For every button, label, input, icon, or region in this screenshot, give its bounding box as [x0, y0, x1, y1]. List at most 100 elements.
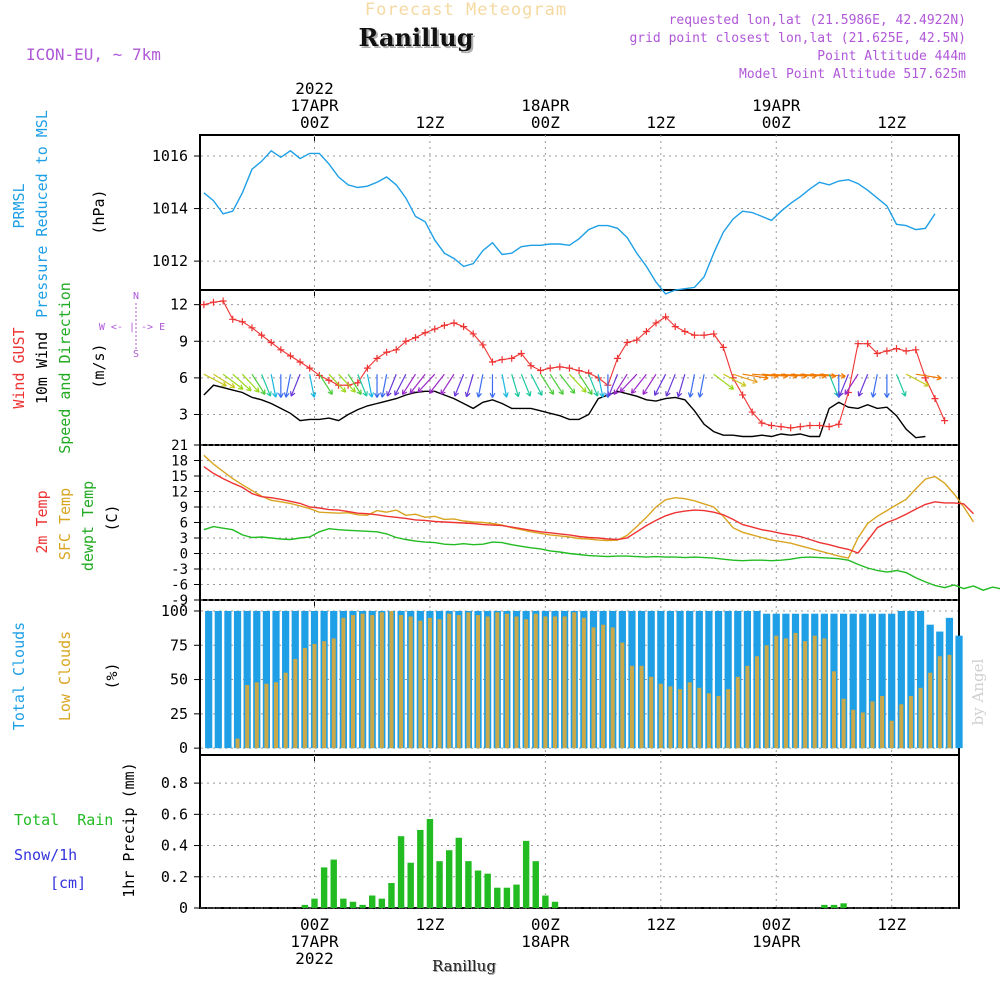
bottom-time-label: 00Z — [762, 915, 791, 934]
wind-direction-arrow — [630, 373, 647, 394]
y-tick-label: -9 — [171, 593, 188, 609]
low-cloud-bar — [379, 612, 384, 749]
gust-marker — [739, 391, 747, 399]
wind-direction-arrow — [857, 373, 869, 397]
low-cloud-bar — [860, 712, 865, 749]
rain-bar — [378, 898, 386, 908]
t2m-label: 2m Temp — [33, 490, 51, 553]
temp-unit: (C) — [103, 504, 121, 531]
low-cloud-bar — [399, 615, 404, 749]
low-cloud-bar — [447, 613, 452, 749]
gust-marker — [835, 420, 843, 428]
y-tick-label: 0.2 — [161, 868, 188, 886]
gust-marker — [488, 358, 496, 366]
gust-marker — [248, 324, 256, 332]
gust-marker — [219, 297, 227, 305]
low-cloud-bar — [831, 671, 836, 749]
sfc-temp-label: SFC Temp — [56, 488, 74, 560]
y-tick-label: 0 — [180, 547, 188, 563]
top-time-label: 18APR — [521, 96, 570, 115]
gust-marker — [710, 330, 718, 338]
gust-marker — [758, 419, 766, 427]
rain-bar — [503, 887, 511, 908]
total-cloud-bar — [849, 613, 857, 749]
wind-direction-arrow — [232, 373, 252, 392]
low-cloud-bar — [312, 643, 317, 749]
gust-marker — [200, 301, 208, 309]
y-tick-label: 75 — [170, 636, 188, 654]
low-cloud-bar — [908, 696, 913, 749]
y-tick-label: -3 — [171, 562, 188, 578]
wind-direction-arrow — [687, 374, 696, 398]
wind-direction-arrow — [428, 373, 445, 394]
low-cloud-bar — [822, 638, 827, 749]
rain-bar — [455, 837, 462, 908]
wind-direction-arrow — [511, 374, 521, 398]
rain-bar — [320, 867, 328, 908]
rain-bar — [359, 904, 366, 908]
top-time-label: 17APR — [290, 96, 339, 115]
gust-marker — [806, 421, 814, 429]
wind-direction-arrow — [613, 373, 628, 396]
gust-marker — [902, 347, 910, 355]
low-cloud-bar — [427, 617, 432, 749]
wind-direction-arrow — [870, 374, 878, 398]
bottom-time-label: 19APR — [752, 932, 801, 951]
total-cloud-bar — [705, 610, 713, 749]
low-cloud-bar — [745, 665, 750, 749]
low-cloud-bar — [553, 616, 557, 749]
total-cloud-bar — [695, 610, 703, 749]
low-cloud-bar — [918, 687, 923, 749]
low-cloud-bar — [783, 638, 788, 749]
wind-direction-arrow — [723, 373, 747, 387]
gust-marker — [787, 424, 795, 432]
wind-direction-arrow — [290, 373, 301, 397]
bottom-time-label: 18APR — [521, 932, 570, 951]
low-cloud-bar — [350, 615, 355, 749]
y-tick-label: 0 — [179, 739, 188, 757]
low-cloud-bar — [331, 638, 336, 749]
low-cloud-bar — [851, 709, 856, 749]
low-cloud-bar — [880, 696, 885, 749]
low-cloud-bar — [687, 682, 692, 749]
wind-direction-arrow — [540, 373, 555, 396]
wind-direction-arrow — [309, 374, 317, 398]
gust-marker — [537, 367, 545, 375]
gust-marker — [431, 325, 439, 333]
low-cloud-bar — [620, 642, 625, 749]
wind-direction-arrow — [464, 374, 474, 398]
wind-direction-arrow — [401, 373, 417, 396]
gust-marker — [941, 417, 949, 425]
wind-direction-arrow — [619, 373, 638, 393]
total-cloud-bar — [916, 610, 925, 749]
wind-direction-arrow — [453, 373, 465, 397]
gust-marker — [258, 331, 266, 339]
wind-direction-arrow — [366, 374, 375, 398]
gust-marker — [402, 337, 410, 345]
low-cloud-bar — [803, 641, 808, 749]
y-tick-label: 0.4 — [161, 837, 188, 855]
gust-marker — [565, 364, 573, 372]
compass-north: N — [133, 291, 139, 302]
rain-bar — [445, 850, 453, 908]
point-altitude: Point Altitude 444m — [817, 49, 966, 64]
bottom-time-label: 12Z — [415, 915, 444, 934]
wind-direction-arrow — [213, 373, 236, 389]
y-tick-label: 15 — [171, 469, 188, 485]
compass-west-east: W <- | -> E — [99, 322, 165, 333]
total-cloud-bar — [214, 610, 222, 749]
total-cloud-bar — [205, 610, 213, 749]
model-label: ICON-EU, ~ 7km — [26, 45, 161, 64]
total-cloud-bar — [666, 610, 675, 749]
low-cloud-bar — [322, 641, 327, 749]
low-clouds-label: Low Clouds — [56, 631, 74, 721]
low-cloud-bar — [264, 683, 269, 749]
closest-grid-point: grid point closest lon,lat (21.625E, 42.… — [629, 31, 966, 46]
wind-unit: (m/s) — [90, 343, 108, 388]
total-cloud-bar — [224, 610, 232, 749]
wind-direction-arrow — [549, 373, 564, 396]
bottom-time-label: 12Z — [646, 915, 675, 934]
rain-bar — [301, 904, 309, 908]
wind-direction-arrow — [386, 373, 397, 397]
wind-direction-arrow — [261, 373, 272, 397]
